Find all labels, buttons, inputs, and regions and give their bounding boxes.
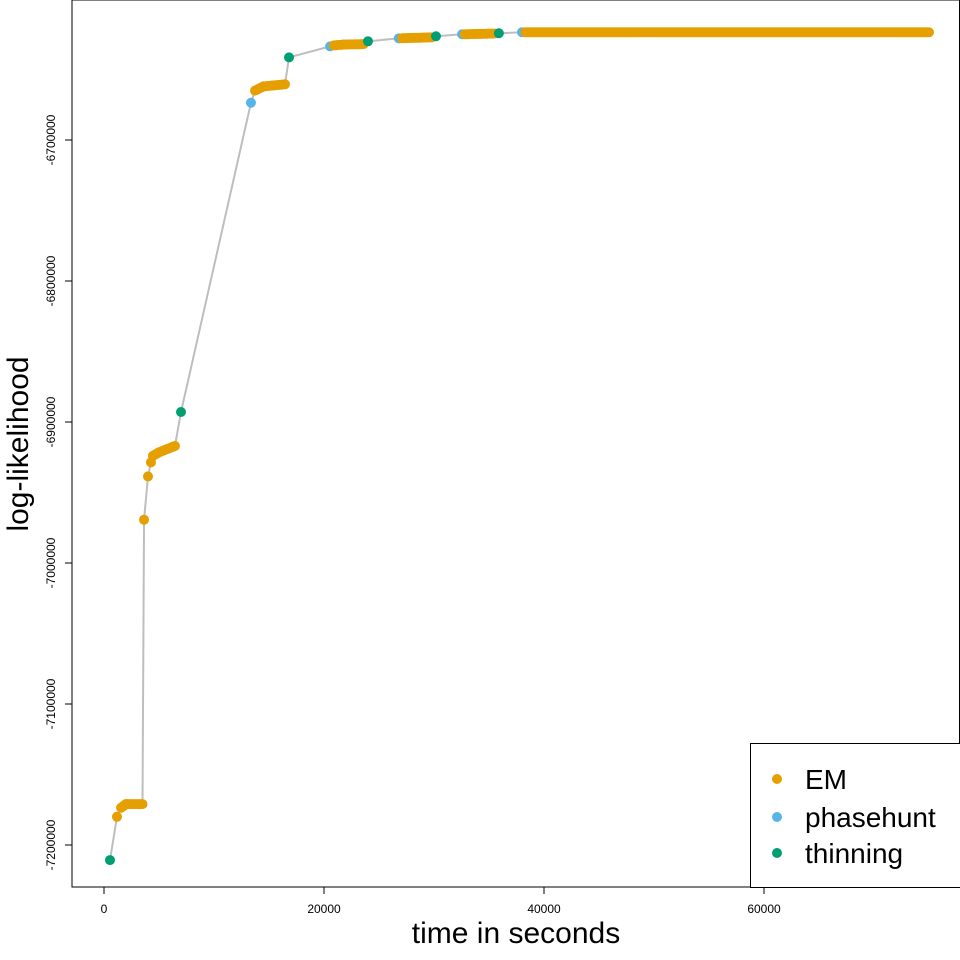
y-tick-label: -6700000 bbox=[44, 114, 58, 165]
y-tick-label: -7200000 bbox=[44, 819, 58, 870]
data-markers bbox=[104, 27, 934, 866]
x-tick-label: 20000 bbox=[307, 902, 341, 916]
legend-marker-thinning bbox=[772, 848, 782, 858]
legend-marker-phasehunt bbox=[772, 812, 782, 822]
x-axis: 0 20000 40000 60000 bbox=[101, 886, 781, 916]
legend: EM phasehunt thinning bbox=[750, 743, 960, 888]
x-tick-label: 0 bbox=[101, 902, 108, 916]
legend-label-thinning: thinning bbox=[805, 838, 903, 869]
point-em bbox=[279, 79, 290, 90]
y-tick-label: -6900000 bbox=[44, 396, 58, 447]
series-em bbox=[111, 27, 934, 822]
y-tick-label: -6800000 bbox=[44, 255, 58, 306]
point-em bbox=[111, 811, 122, 822]
point-em bbox=[139, 514, 150, 525]
point-thinning bbox=[176, 406, 186, 417]
point-em bbox=[143, 471, 153, 482]
point-thinning bbox=[104, 855, 115, 866]
point-em bbox=[924, 27, 934, 38]
series-line bbox=[109, 31, 929, 861]
y-tick-label: -7100000 bbox=[44, 678, 58, 729]
point-em bbox=[169, 440, 180, 451]
point-em bbox=[137, 799, 148, 810]
x-tick-label: 40000 bbox=[527, 902, 561, 916]
point-thinning bbox=[430, 31, 441, 42]
point-thinning bbox=[284, 52, 295, 63]
point-thinning bbox=[493, 28, 504, 39]
point-thinning bbox=[363, 36, 373, 47]
legend-box bbox=[750, 743, 960, 888]
y-tick-label: -7000000 bbox=[44, 537, 58, 588]
x-axis-label: time in seconds bbox=[412, 917, 620, 950]
series-thinning bbox=[104, 28, 504, 866]
legend-marker-em bbox=[772, 774, 782, 784]
trace-line bbox=[109, 31, 929, 861]
y-axis: -6700000 -6800000 -6900000 -7000000 -7100000… bbox=[44, 114, 72, 870]
x-tick-label: 60000 bbox=[747, 902, 781, 916]
y-axis-label: log-likelihood bbox=[2, 356, 35, 531]
point-phasehunt bbox=[245, 97, 256, 108]
legend-label-phasehunt: phasehunt bbox=[805, 802, 936, 833]
legend-label-em: EM bbox=[805, 764, 847, 795]
